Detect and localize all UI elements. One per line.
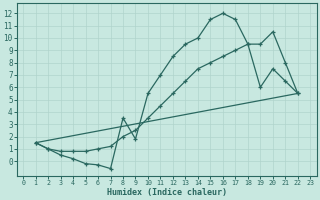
X-axis label: Humidex (Indice chaleur): Humidex (Indice chaleur) [107, 188, 227, 197]
